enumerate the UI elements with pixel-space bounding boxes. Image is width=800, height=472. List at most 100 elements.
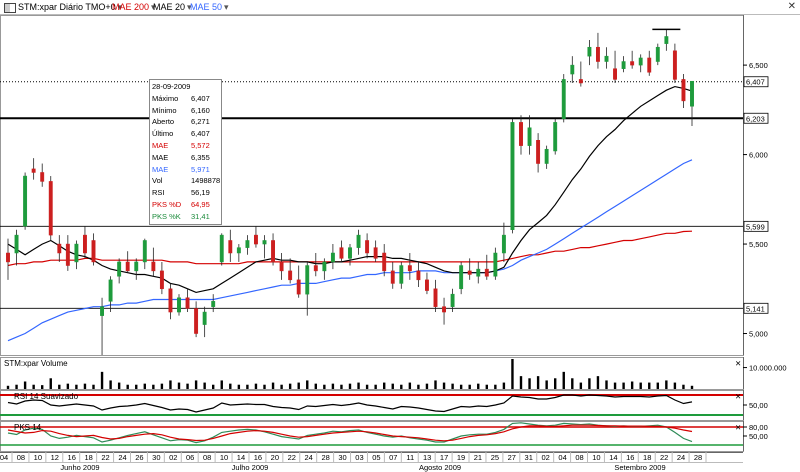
volume-bar xyxy=(451,383,454,389)
candle-body xyxy=(365,240,370,254)
price-level-label: 6,407 xyxy=(746,78,765,87)
tooltip-row-label: Máximo xyxy=(152,93,179,103)
tooltip-row: Último 6,407 xyxy=(152,128,219,140)
tooltip-row-value: 5,971 xyxy=(191,164,210,174)
x-tick-label: 07 xyxy=(389,453,397,462)
x-tick-label: 08 xyxy=(17,453,25,462)
tooltip-row: Vol 1498878 xyxy=(152,175,220,187)
price-level-label: 5,141 xyxy=(746,304,765,313)
candle-body xyxy=(83,234,87,254)
indicator-mae20[interactable]: MAE 20 ▾ xyxy=(153,0,192,14)
month-label: Junho 2009 xyxy=(60,463,99,472)
candle-body xyxy=(416,270,421,281)
candle-body xyxy=(288,270,293,281)
x-tick-label: 13 xyxy=(423,453,431,462)
x-tick-label: 27 xyxy=(508,453,516,462)
volume-bar xyxy=(229,383,232,389)
candle-body xyxy=(125,261,130,272)
chevron-down-icon: ▾ xyxy=(187,2,192,12)
symbol-label: STM:xpar Diário TMO+0 xyxy=(18,2,116,12)
x-tick-label: 28 xyxy=(321,453,329,462)
rsi-pane: 50,00 xyxy=(0,390,768,421)
volume-bar xyxy=(160,383,164,389)
volume-bar xyxy=(648,382,651,389)
close-icon[interactable]: ✕ xyxy=(735,423,741,432)
candle-body xyxy=(330,252,335,263)
price-level-badge xyxy=(743,302,769,314)
tooltip-row-value: 64,95 xyxy=(191,199,210,209)
volume-bar xyxy=(383,382,386,389)
volume-bar xyxy=(571,378,574,389)
candle-body xyxy=(219,234,224,263)
tooltip-row: Aberto 6,271 xyxy=(152,116,219,128)
volume-bar xyxy=(536,376,540,389)
volume-bar xyxy=(194,380,198,389)
close-icon[interactable]: ✕ xyxy=(735,359,741,368)
month-label: Julho 2009 xyxy=(232,463,269,472)
volume-bar xyxy=(271,382,275,389)
candle-body xyxy=(655,46,660,62)
pane-frame xyxy=(0,357,744,390)
tooltip-row-label: MAE xyxy=(152,164,169,174)
volume-bar xyxy=(49,378,52,389)
candle-body xyxy=(65,243,70,266)
candle-body xyxy=(681,79,686,102)
volume-bar xyxy=(554,378,557,389)
pks-k-line xyxy=(7,422,693,444)
candle-body xyxy=(322,261,327,272)
pks-pane-label[interactable]: PKS 14 xyxy=(14,423,42,432)
close-icon[interactable]: ✕ xyxy=(787,1,796,12)
candle-body xyxy=(664,36,669,44)
volume-bar xyxy=(528,378,531,389)
close-icon[interactable]: ✕ xyxy=(735,392,741,401)
symbol-selector[interactable]: STM:xpar Diário TMO+0 ▾ xyxy=(4,0,122,14)
candle-body xyxy=(194,308,199,334)
volume-pane-label[interactable]: STM:xpar Volume xyxy=(4,359,68,368)
pane-frame xyxy=(0,15,744,356)
volume-bar xyxy=(212,384,215,389)
volume-bar xyxy=(588,378,591,389)
x-tick-label: 06 xyxy=(186,453,194,462)
x-tick-label: 22 xyxy=(101,453,109,462)
candle-body xyxy=(31,168,36,173)
volume-bar xyxy=(357,382,360,389)
candle-body xyxy=(501,234,506,254)
chevron-down-icon: ▾ xyxy=(151,2,156,12)
x-tick-label: 26 xyxy=(135,453,143,462)
x-tick-label: 14 xyxy=(237,453,245,462)
volume-bar xyxy=(665,380,668,389)
candle-body xyxy=(561,79,566,120)
data-tooltip: 28-09-2009 Máximo 6,407 Mínimo 6,160 Aberto 6… xyxy=(149,79,222,225)
volume-bar xyxy=(340,384,343,389)
indicator-mae50[interactable]: MAE 50 ▾ xyxy=(190,0,229,14)
volume-bar xyxy=(365,384,369,389)
x-tick-label: 20 xyxy=(271,453,279,462)
volume-bar xyxy=(613,382,617,389)
rsi-pane-label[interactable]: RSI 14 Suavizado xyxy=(14,392,79,401)
x-tick-label: 08 xyxy=(575,453,583,462)
volume-bar xyxy=(109,380,112,389)
price-level-label: 6,203 xyxy=(746,114,765,123)
candle-body xyxy=(254,234,258,245)
candle-body xyxy=(638,57,643,66)
volume-bar xyxy=(100,371,104,389)
tooltip-row-label: MAE xyxy=(152,140,169,150)
volume-bar xyxy=(280,384,283,389)
tooltip-row-label: Vol xyxy=(152,176,163,186)
y-tick-label: 80,00 xyxy=(749,423,768,432)
candle-body xyxy=(596,46,600,62)
volume-bar xyxy=(6,385,10,389)
candle-body xyxy=(630,61,635,66)
volume-bar xyxy=(135,384,138,389)
indicator-mae200[interactable]: MAE 200 ▾ xyxy=(112,0,156,14)
tooltip-date: 28-09-2009 xyxy=(152,82,191,91)
volume-bar xyxy=(562,371,565,389)
candle-body xyxy=(57,243,62,254)
volume-bar xyxy=(314,383,317,389)
chevron-down-icon: ▾ xyxy=(117,2,123,12)
volume-bar xyxy=(92,384,95,389)
volume-bar xyxy=(323,384,326,389)
volume-bar xyxy=(246,384,249,389)
candle-body xyxy=(134,261,139,272)
volume-bar xyxy=(237,384,241,389)
